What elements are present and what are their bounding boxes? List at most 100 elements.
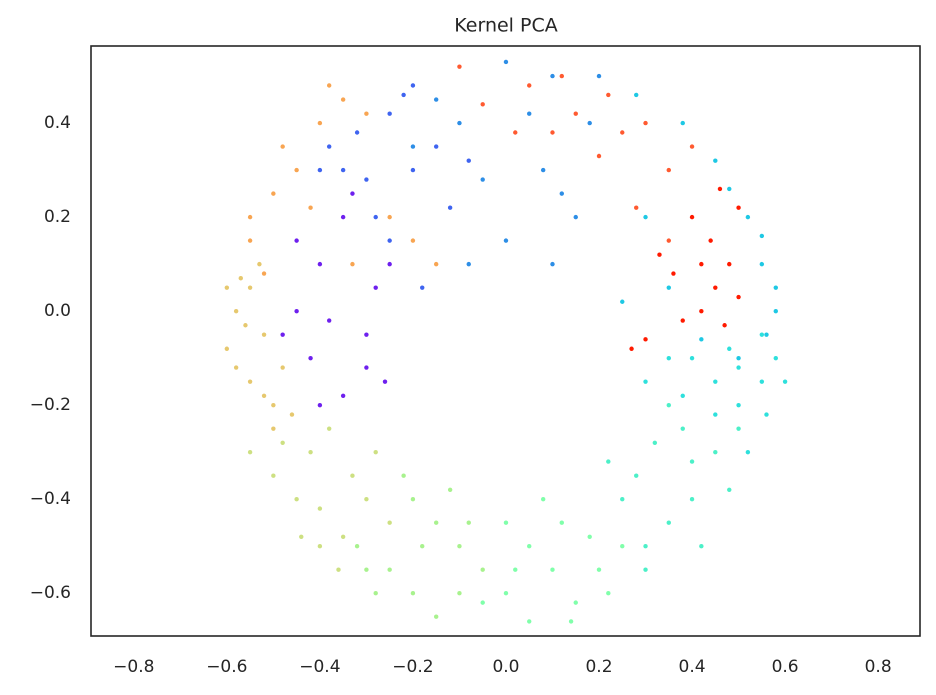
- point: [620, 299, 625, 304]
- point: [503, 591, 509, 596]
- point: [447, 487, 453, 492]
- point: [401, 92, 406, 98]
- point: [527, 111, 532, 116]
- point: [680, 426, 685, 431]
- point: [527, 83, 532, 88]
- point: [261, 393, 267, 398]
- point: [680, 318, 685, 323]
- point: [387, 567, 392, 572]
- point: [433, 97, 439, 102]
- point: [513, 567, 518, 572]
- point: [620, 496, 625, 502]
- point: [294, 496, 299, 502]
- x-tick-label: 0.6: [772, 657, 799, 677]
- y-tick-label: −0.6: [30, 583, 71, 603]
- point: [759, 379, 765, 384]
- point: [643, 120, 648, 126]
- x-tick-label: −0.2: [392, 657, 433, 677]
- x-tick-label: 0.2: [585, 657, 612, 677]
- point: [736, 365, 741, 370]
- point: [540, 167, 546, 173]
- point: [606, 92, 611, 98]
- point: [722, 323, 727, 328]
- point: [233, 365, 239, 370]
- y-tick-label: 0.2: [44, 207, 71, 227]
- point: [336, 567, 341, 572]
- point: [689, 144, 695, 149]
- point: [447, 205, 453, 210]
- point: [271, 191, 276, 196]
- point: [689, 496, 695, 502]
- point: [620, 130, 625, 135]
- point: [550, 73, 555, 79]
- point: [387, 261, 392, 267]
- point: [294, 238, 299, 243]
- point: [433, 261, 439, 267]
- point: [224, 346, 230, 351]
- point: [503, 520, 509, 525]
- point: [354, 130, 360, 135]
- point: [717, 186, 723, 192]
- point: [364, 111, 369, 116]
- point: [280, 440, 285, 445]
- point: [773, 355, 778, 361]
- point: [340, 214, 346, 220]
- point: [340, 97, 346, 102]
- point: [433, 144, 439, 149]
- point: [596, 73, 602, 79]
- point: [759, 233, 765, 239]
- point: [364, 365, 369, 370]
- point: [634, 205, 639, 210]
- point: [745, 214, 751, 220]
- point: [457, 64, 462, 69]
- y-tick-label: −0.2: [30, 395, 71, 415]
- point: [713, 449, 718, 455]
- point: [364, 332, 369, 337]
- point: [745, 449, 751, 455]
- point: [317, 167, 323, 173]
- point: [689, 459, 695, 464]
- point: [643, 337, 648, 342]
- point: [387, 111, 392, 116]
- point: [247, 214, 253, 220]
- point: [643, 379, 648, 384]
- point: [773, 308, 778, 314]
- point: [457, 544, 462, 549]
- point: [596, 153, 602, 159]
- point: [243, 323, 248, 328]
- point: [317, 402, 323, 408]
- point: [382, 379, 388, 384]
- point: [317, 544, 323, 549]
- point: [247, 285, 253, 290]
- point: [759, 261, 765, 267]
- point: [261, 332, 267, 337]
- point: [373, 449, 378, 455]
- point: [587, 120, 592, 126]
- point: [634, 473, 639, 478]
- point: [652, 440, 658, 445]
- point: [550, 130, 555, 135]
- x-tick-label: 0.0: [492, 657, 519, 677]
- point: [550, 261, 555, 267]
- point: [466, 520, 471, 525]
- point: [680, 393, 685, 398]
- point: [573, 214, 578, 220]
- point: [224, 285, 230, 290]
- point: [350, 261, 355, 267]
- x-tick-label: −0.4: [299, 657, 340, 677]
- point: [736, 205, 741, 210]
- point: [666, 167, 671, 173]
- point: [713, 285, 718, 290]
- point: [782, 379, 788, 384]
- point: [736, 426, 741, 431]
- point: [317, 120, 323, 126]
- point: [340, 393, 346, 398]
- point: [340, 534, 346, 540]
- point: [634, 92, 639, 98]
- point: [247, 449, 253, 455]
- point: [606, 459, 611, 464]
- point: [764, 332, 769, 337]
- point: [736, 355, 741, 361]
- point: [364, 567, 369, 572]
